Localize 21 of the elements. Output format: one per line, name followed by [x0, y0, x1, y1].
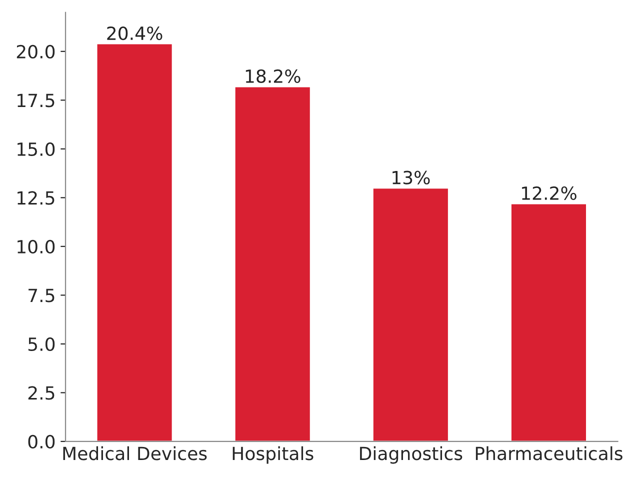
y-tick-label: 0.0 [28, 434, 55, 449]
x-tick-label: Hospitals [232, 446, 314, 464]
y-tick-label: 5.0 [28, 337, 55, 352]
y-tick-label: 20.0 [16, 44, 55, 59]
y-tick-label: 17.5 [18, 94, 54, 108]
data-label: 20.4% [107, 26, 162, 40]
x-tick-label: Pharmaceuticals [476, 446, 622, 460]
y-tick-label: 2.5 [28, 386, 54, 400]
y-tick-label: 10.0 [18, 240, 55, 254]
bar [372, 187, 450, 442]
y-tick-label: 12.5 [18, 191, 54, 205]
data-label: 12.2% [522, 186, 576, 200]
data-label: 18.2% [246, 69, 300, 84]
bar [96, 42, 174, 442]
bar [510, 202, 588, 442]
x-tick-label: Diagnostics [360, 446, 462, 464]
bar [234, 86, 312, 442]
x-tick-label: Medical Devices [63, 446, 207, 460]
y-tick-label: 7.5 [28, 288, 54, 302]
y-tick-label: 15.0 [18, 142, 55, 156]
data-label: 13% [392, 170, 430, 184]
